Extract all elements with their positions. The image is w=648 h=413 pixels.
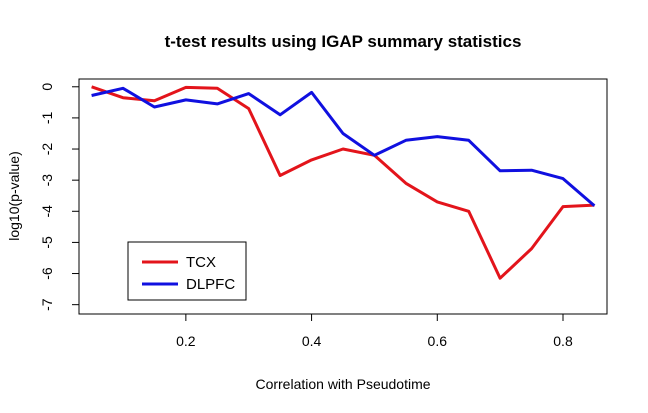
y-tick-label: -1 xyxy=(39,111,55,124)
series-layer xyxy=(91,85,596,280)
y-tick-label: -5 xyxy=(39,236,55,249)
series-line-dlpfc xyxy=(91,86,596,207)
series-line-tcx xyxy=(91,85,595,280)
x-tick-label: 0.2 xyxy=(176,333,196,349)
x-axis: 0.2 0.4 0.6 0.8 xyxy=(176,314,573,349)
y-axis-label: log10(p-value) xyxy=(6,151,22,241)
legend-box xyxy=(127,241,247,301)
x-tick-label: 0.4 xyxy=(302,333,322,349)
legend-label-dlpfc: DLPFC xyxy=(186,276,235,293)
legend-label-tcx: TCX xyxy=(186,254,216,271)
plot-frame xyxy=(78,78,608,315)
y-axis: 0 -1 -2 -3 -4 -5 -6 -7 xyxy=(39,83,79,311)
y-tick-label: -3 xyxy=(39,174,55,187)
legend: TCX DLPFC xyxy=(127,241,247,301)
chart-title: t-test results using IGAP summary statis… xyxy=(165,32,522,51)
x-tick-label: 0.6 xyxy=(428,333,448,349)
x-tick-label: 0.8 xyxy=(553,333,573,349)
y-tick-label: -7 xyxy=(39,298,55,311)
y-tick-label: -2 xyxy=(39,143,55,156)
y-tick-label: -6 xyxy=(39,267,55,280)
x-axis-label: Correlation with Pseudotime xyxy=(255,376,430,392)
y-tick-label: -4 xyxy=(39,205,55,218)
y-tick-label: 0 xyxy=(39,83,55,91)
